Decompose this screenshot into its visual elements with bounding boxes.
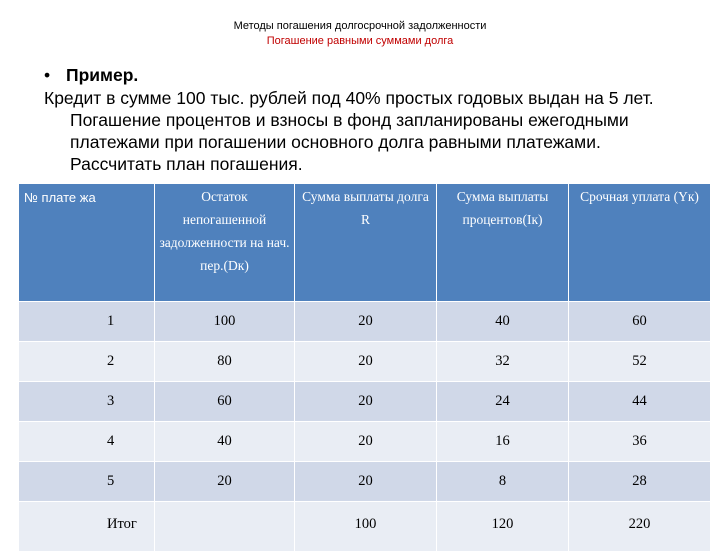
header-principal-payment: Сумма выплаты долга R [294,183,437,302]
cell-outstanding-balance [154,501,295,552]
cell-principal-payment: 20 [294,301,437,342]
cell-principal-payment: 20 [294,421,437,462]
cell-outstanding-balance: 40 [154,421,295,462]
cell-outstanding-balance: 20 [154,461,295,502]
cell-interest-payment: 120 [436,501,569,552]
cell-payment-number: 3 [18,381,155,422]
table-row: 1 100 20 40 60 [18,301,711,342]
example-bullet-line: • Пример. [44,64,704,86]
cell-principal-payment: 20 [294,341,437,382]
table-header-row: № плате жа Остаток непогашенной задолжен… [18,183,711,302]
bullet-glyph: • [44,65,51,85]
header-outstanding-balance: Остаток непогашенной задолженности на на… [154,183,295,302]
cell-payment-number: 2 [18,341,155,382]
repayment-table: № плате жа Остаток непогашенной задолжен… [18,183,711,552]
cell-total-payment: 44 [568,381,711,422]
table-row: 4 40 20 16 36 [18,421,711,462]
cell-outstanding-balance: 100 [154,301,295,342]
table-row: 3 60 20 24 44 [18,381,711,422]
header-interest-payment: Сумма выплаты процентов(Iк) [436,183,569,302]
cell-interest-payment: 24 [436,381,569,422]
problem-line-4: Рассчитать план погашения. [70,154,303,174]
cell-total-label: Итог [18,501,155,552]
cell-payment-number: 4 [18,421,155,462]
table-row: 5 20 20 8 28 [18,461,711,502]
cell-payment-number: 1 [18,301,155,342]
cell-principal-payment: 20 [294,381,437,422]
problem-line-2: Погашение процентов и взносы в фонд запл… [70,110,629,130]
cell-principal-payment: 20 [294,461,437,502]
header-payment-number: № плате жа [18,183,155,302]
header-total-payment: Срочная уплата (Yк) [568,183,711,302]
table-total-row: Итог 100 120 220 [18,501,711,552]
cell-total-payment: 28 [568,461,711,502]
slide-title: Методы погашения долгосрочной задолженно… [233,20,487,32]
cell-total-payment: 60 [568,301,711,342]
cell-total-payment: 52 [568,341,711,382]
problem-line-3: платежами при погашении основного долга … [70,132,601,152]
example-label: Пример. [66,65,139,85]
cell-payment-number: 5 [18,461,155,502]
problem-line-1: Кредит в сумме 100 тыс. рублей под 40% п… [44,88,654,108]
cell-principal-payment: 100 [294,501,437,552]
cell-outstanding-balance: 60 [154,381,295,422]
cell-interest-payment: 40 [436,301,569,342]
cell-interest-payment: 8 [436,461,569,502]
problem-statement: • Пример. Кредит в сумме 100 тыс. рублей… [44,64,704,175]
slide-subtitle: Погашение равными суммами долга [266,35,454,47]
cell-total-payment: 36 [568,421,711,462]
cell-total-payment: 220 [568,501,711,552]
table-row: 2 80 20 32 52 [18,341,711,382]
cell-interest-payment: 32 [436,341,569,382]
cell-interest-payment: 16 [436,421,569,462]
cell-outstanding-balance: 80 [154,341,295,382]
